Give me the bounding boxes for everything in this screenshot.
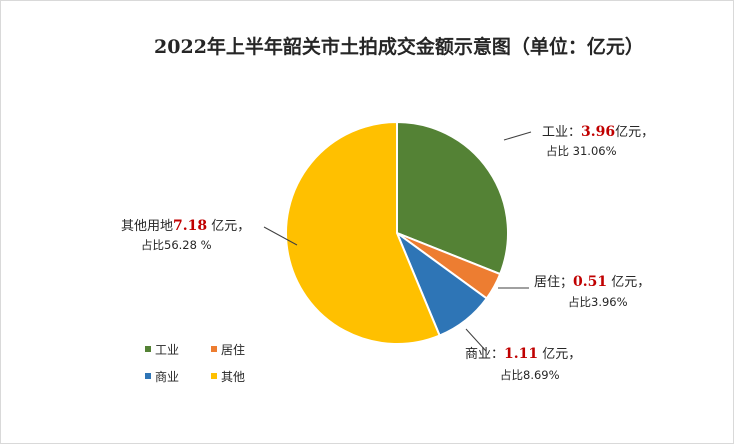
leader-line-slice-0 — [503, 131, 532, 141]
pie-slice-slice-0 — [396, 120, 509, 276]
legend-label-0: 工业 — [155, 343, 179, 357]
pie-slice-slice-3 — [285, 120, 441, 345]
data-label-unit: 亿元， — [207, 219, 250, 234]
pie-slices — [285, 120, 509, 345]
leader-line-slice-3 — [263, 226, 298, 246]
data-label-percent-slice-2: 占比8.69% — [500, 368, 560, 382]
data-label-value: 7.18 — [173, 218, 207, 234]
legend-swatch-0 — [145, 346, 151, 352]
leader-line-slice-2 — [465, 328, 487, 352]
legend-label-1: 居住 — [221, 343, 245, 357]
chart-title: 2022年上半年韶关市土拍成交金额示意图（单位：亿元） — [154, 35, 644, 58]
data-label-prefix: 其他用地 — [121, 219, 173, 234]
data-labels: 工业：3.96亿元，占比 31.06%居住；0.51 亿元，占比3.96%商业：… — [121, 124, 654, 382]
data-label-slice-0: 工业：3.96亿元， — [542, 124, 654, 140]
data-label-percent-slice-0: 占比 31.06% — [546, 144, 617, 158]
leader-lines — [263, 131, 532, 352]
data-label-unit: 亿元， — [615, 125, 654, 140]
legend-label-2: 商业 — [155, 369, 179, 384]
legend-swatch-1 — [211, 346, 217, 352]
data-label-unit: 亿元， — [607, 275, 650, 290]
data-label-value: 1.11 — [504, 346, 538, 362]
data-label-slice-3: 其他用地7.18 亿元， — [121, 218, 250, 234]
data-label-percent-slice-1: 占比3.96% — [568, 295, 628, 309]
legend-swatch-3 — [211, 373, 217, 379]
data-label-value: 3.96 — [581, 124, 615, 140]
legend-label-3: 其他 — [221, 370, 245, 384]
data-label-prefix: 商业： — [465, 347, 504, 362]
data-label-percent-slice-3: 占比56.28 % — [141, 238, 212, 252]
data-label-prefix: 居住； — [534, 275, 573, 290]
data-label-prefix: 工业： — [542, 125, 581, 140]
data-label-slice-2: 商业：1.11 亿元， — [465, 346, 581, 362]
legend-swatch-2 — [145, 373, 151, 379]
data-label-value: 0.51 — [573, 274, 607, 290]
data-label-unit: 亿元， — [538, 347, 581, 362]
data-label-slice-1: 居住；0.51 亿元， — [534, 274, 650, 290]
